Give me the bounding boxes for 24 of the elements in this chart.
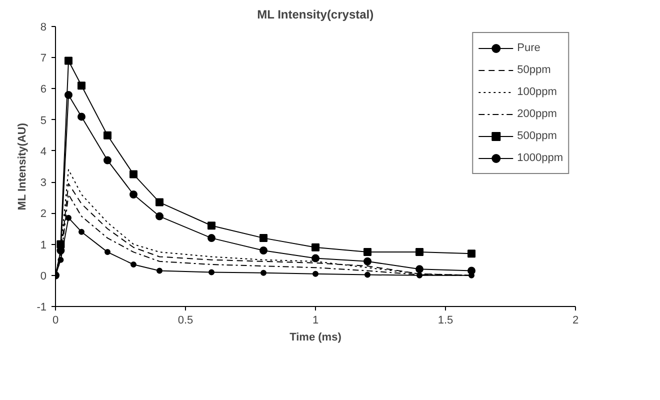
y-tick-label: 2 — [40, 208, 47, 220]
y-tick-label: 7 — [40, 52, 47, 65]
x-tick-label: 0 — [52, 314, 59, 326]
legend-label: 50ppm — [517, 64, 551, 76]
legend-label: 1000ppm — [517, 152, 563, 164]
legend-label: Pure — [517, 42, 540, 54]
x-axis-title: Time (ms) — [290, 332, 342, 344]
y-tick-label: -1 — [36, 302, 46, 314]
y-tick-label: 0 — [40, 270, 47, 282]
y-tick-label: 3 — [40, 177, 47, 190]
y-tick-label: 4 — [40, 146, 47, 158]
y-tick-label: 5 — [40, 114, 47, 127]
x-tick-label: 1 — [312, 314, 319, 326]
legend-label: 100ppm — [517, 86, 557, 98]
y-tick-label: 6 — [40, 84, 47, 96]
legend-label: 500ppm — [517, 130, 557, 142]
y-axis-title: ML Intensity(AU) — [16, 122, 29, 210]
x-tick-label: 0.5 — [178, 314, 194, 326]
y-tick-label: 1 — [40, 239, 47, 252]
x-tick-label: 1.5 — [438, 314, 454, 326]
chart-title: ML Intensity(crystal) — [257, 8, 374, 22]
x-tick-label: 2 — [572, 314, 579, 326]
y-tick-label: 8 — [40, 22, 47, 34]
legend-label: 200ppm — [517, 108, 557, 120]
